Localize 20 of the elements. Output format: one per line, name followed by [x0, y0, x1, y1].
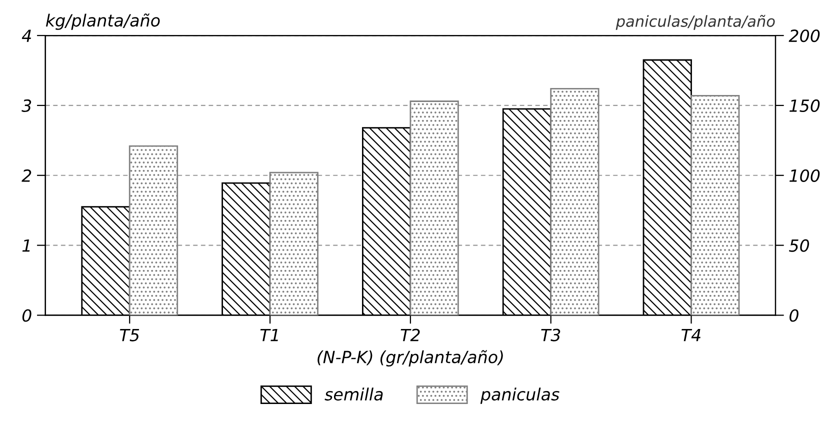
- y-tick-label: 3: [22, 99, 32, 112]
- legend-label: paniculas: [480, 388, 560, 404]
- x-tick-label: T4: [682, 328, 700, 342]
- x-axis-title: (N-P-K) (gr/planta/año): [318, 350, 503, 367]
- x-tick-label: T5: [120, 328, 140, 342]
- y2-tick-label: 50: [789, 239, 810, 252]
- y2-axis-title: paniculas/planta/año: [616, 14, 775, 30]
- y-tick-label: 1: [22, 239, 30, 252]
- x-tick-label: T3: [541, 328, 560, 342]
- x-tick-label: T1: [260, 328, 278, 342]
- y2-tick-label: 150: [790, 99, 820, 112]
- y-tick-label: 2: [22, 169, 32, 182]
- y2-tick-label: 0: [790, 309, 798, 322]
- y-axis-title: kg/planta/año: [46, 14, 160, 30]
- y2-tick-label: 100: [790, 169, 820, 182]
- legend-label: semilla: [324, 388, 383, 401]
- x-tick-label: T2: [400, 328, 420, 342]
- y-tick-label: 4: [22, 30, 31, 42]
- y-tick-label: 0: [22, 309, 32, 322]
- y2-tick-label: 200: [788, 29, 820, 42]
